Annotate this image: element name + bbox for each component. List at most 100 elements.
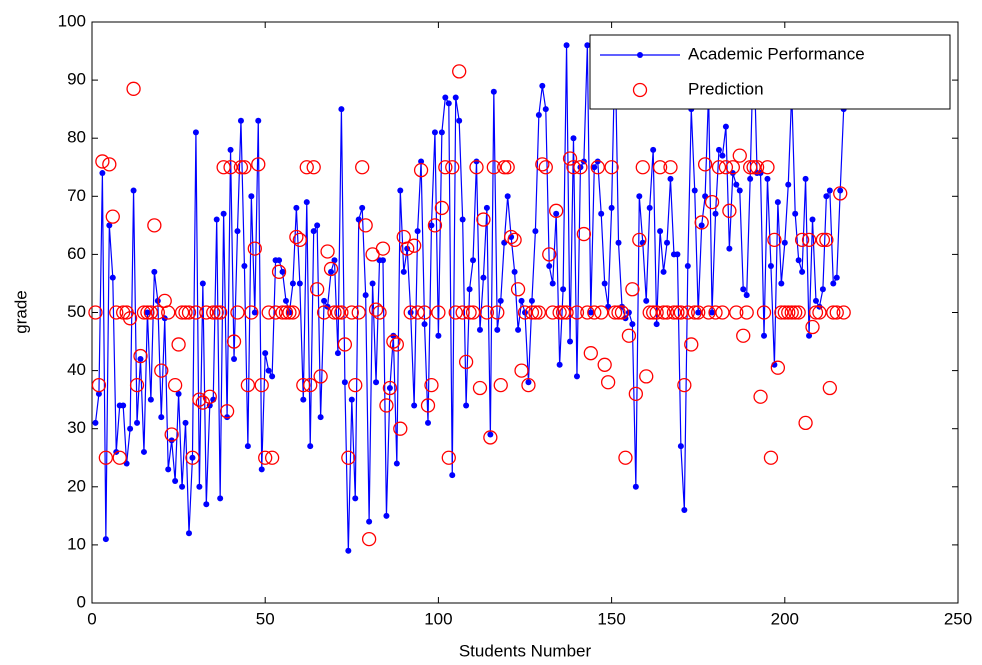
- point: [556, 361, 563, 368]
- point: [600, 375, 616, 390]
- point: [490, 305, 505, 320]
- point: [532, 228, 539, 235]
- point: [510, 282, 526, 297]
- point: [410, 305, 425, 320]
- point: [421, 321, 428, 328]
- point: [456, 117, 463, 124]
- point: [181, 305, 197, 320]
- point: [785, 181, 792, 188]
- point: [753, 389, 768, 404]
- x-axis-label: Students Number: [459, 641, 592, 660]
- point: [251, 157, 266, 172]
- point: [653, 321, 660, 328]
- point: [635, 160, 650, 175]
- point: [749, 160, 765, 175]
- point: [704, 194, 720, 210]
- point: [352, 495, 359, 502]
- point: [105, 209, 120, 224]
- point: [220, 210, 227, 217]
- point: [313, 369, 328, 384]
- point: [604, 160, 619, 175]
- point: [244, 443, 251, 450]
- point: [375, 241, 391, 256]
- point: [763, 450, 779, 465]
- point: [168, 437, 175, 444]
- point: [712, 210, 719, 217]
- point: [583, 346, 598, 361]
- y-tick-label: 90: [67, 70, 86, 89]
- point: [774, 305, 789, 320]
- point: [358, 218, 373, 233]
- point: [663, 160, 678, 175]
- point: [660, 268, 667, 275]
- point: [691, 305, 706, 320]
- point: [722, 203, 737, 218]
- point: [819, 286, 826, 293]
- point: [248, 193, 255, 200]
- point: [455, 305, 470, 320]
- point: [334, 305, 349, 320]
- point: [833, 274, 840, 281]
- point: [567, 338, 574, 345]
- point: [362, 292, 369, 299]
- point: [448, 305, 463, 320]
- point: [328, 268, 335, 275]
- point: [224, 414, 231, 421]
- point: [736, 187, 743, 194]
- y-tick-label: 50: [67, 302, 86, 321]
- point: [535, 111, 542, 118]
- point: [691, 187, 698, 194]
- legend-label: Academic Performance: [688, 44, 865, 63]
- point: [254, 377, 269, 393]
- point: [486, 160, 501, 175]
- point: [341, 450, 356, 465]
- point: [91, 377, 107, 393]
- point: [819, 232, 834, 248]
- point: [500, 160, 515, 175]
- point: [122, 311, 138, 326]
- point: [636, 193, 643, 200]
- point: [514, 363, 529, 378]
- point: [414, 228, 421, 235]
- point: [147, 396, 154, 403]
- point: [770, 360, 786, 375]
- point: [760, 160, 775, 175]
- point: [196, 483, 203, 490]
- point: [607, 305, 623, 320]
- point: [413, 163, 429, 178]
- point: [493, 377, 508, 393]
- point: [189, 454, 196, 461]
- point: [801, 232, 817, 248]
- point: [154, 363, 169, 378]
- point: [285, 305, 301, 320]
- point: [725, 160, 740, 175]
- point: [674, 251, 681, 258]
- point: [382, 380, 398, 396]
- point: [178, 305, 193, 320]
- point: [386, 334, 401, 349]
- point: [573, 160, 588, 175]
- point: [681, 507, 688, 514]
- legend-label: Prediction: [688, 79, 764, 98]
- point: [559, 305, 574, 320]
- point: [761, 332, 768, 339]
- point: [431, 305, 446, 320]
- point: [799, 268, 806, 275]
- point: [171, 337, 186, 352]
- point: [507, 232, 522, 248]
- point: [781, 305, 796, 320]
- point: [300, 396, 307, 403]
- point: [372, 305, 387, 320]
- point: [597, 357, 612, 372]
- point: [452, 64, 467, 79]
- point: [470, 257, 477, 264]
- point: [327, 305, 342, 320]
- point: [601, 280, 608, 287]
- point: [165, 466, 172, 473]
- point: [650, 146, 657, 153]
- point: [130, 187, 137, 194]
- point: [487, 431, 494, 438]
- point: [216, 160, 231, 175]
- point: [417, 305, 432, 320]
- point: [549, 203, 564, 218]
